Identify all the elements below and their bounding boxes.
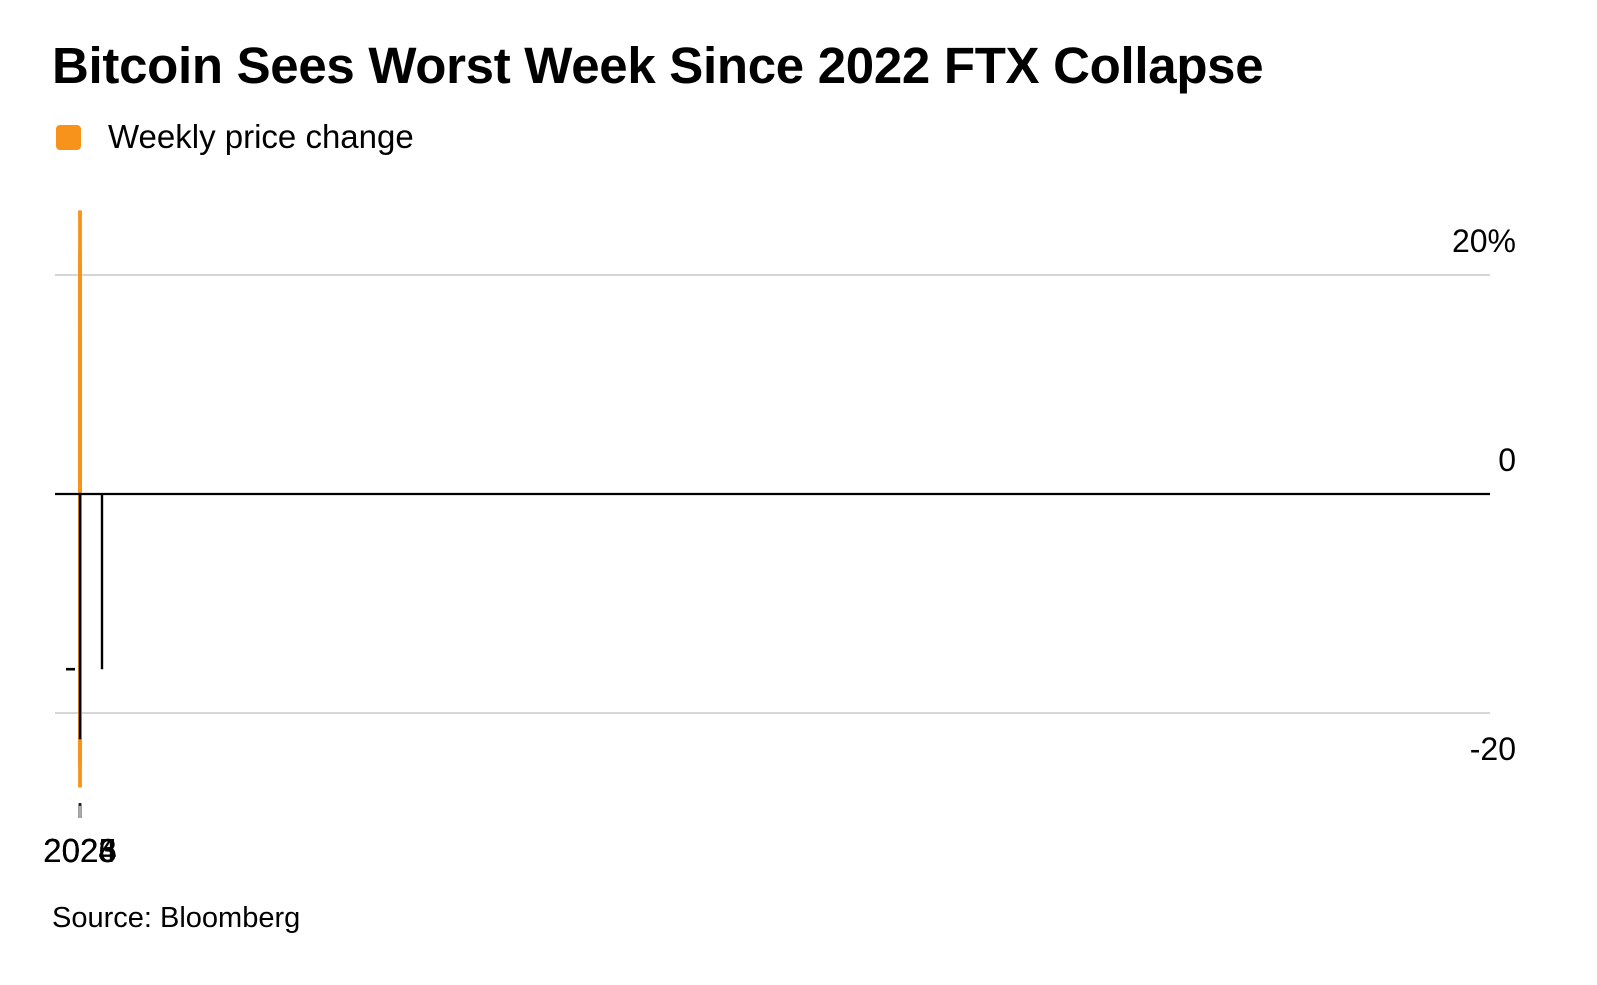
legend-label: Weekly price change: [108, 118, 414, 155]
legend: Weekly price change: [56, 118, 414, 156]
y-tick-label: -20: [1469, 731, 1516, 767]
chart-title: Bitcoin Sees Worst Week Since 2022 FTX C…: [52, 37, 1264, 94]
bar: [78, 453, 82, 494]
y-tick-label: 20%: [1451, 223, 1516, 259]
x-tick-label: 2024: [43, 832, 116, 869]
x-tick-label: 2026: [43, 832, 116, 869]
x-tick-label: 2023: [43, 832, 116, 869]
bars: [55, 210, 1490, 788]
legend-swatch: [56, 124, 81, 150]
y-tick-label: 0: [1498, 442, 1516, 478]
reference-lines: [66, 494, 104, 740]
source-note: Source: Bloomberg: [52, 902, 301, 934]
x-tick-label: 2025: [43, 832, 116, 869]
gridlines: [55, 274, 1490, 714]
